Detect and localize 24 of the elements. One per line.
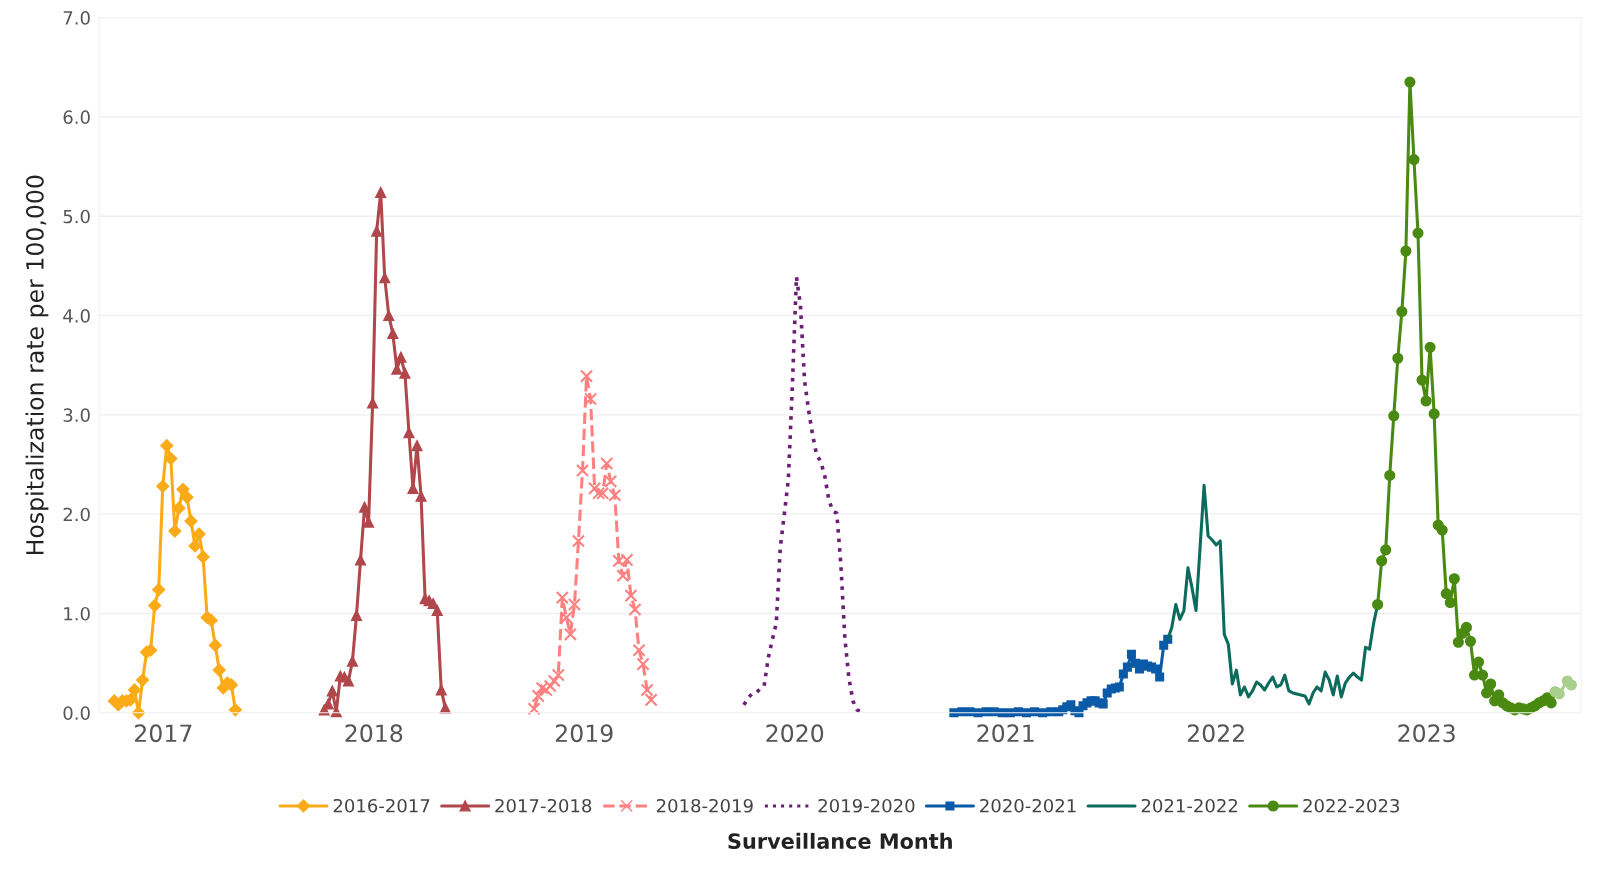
y-axis-title: Hospitalization rate per 100,000 <box>25 175 49 555</box>
x-axis-title: Surveillance Month <box>728 832 952 849</box>
y-tick-label: 7.0 <box>63 11 90 25</box>
legend-label: 2018-2019 <box>656 798 753 813</box>
y-tick-label: 3.0 <box>63 408 90 422</box>
x-tick-label: 2018 <box>345 724 403 743</box>
y-tick-label: 6.0 <box>63 110 90 125</box>
x-tick-label: 2020 <box>766 724 824 743</box>
y-tick-label: 0.0 <box>63 706 90 720</box>
x-tick-label: 2017 <box>135 724 192 743</box>
legend-label: 2017-2018 <box>495 798 592 813</box>
y-tick-label: 1.0 <box>64 606 90 621</box>
y-tick-label: 2.0 <box>63 507 90 522</box>
legend-label: 2020-2021 <box>980 798 1076 813</box>
legend-label: 2019-2020 <box>818 798 915 813</box>
x-tick-label: 2022 <box>1187 724 1244 743</box>
legend-label: 2016-2017 <box>333 798 430 813</box>
x-tick-label: 2021 <box>977 724 1034 743</box>
y-tick-label: 5.0 <box>63 209 90 224</box>
y-tick-label: 4.0 <box>63 309 90 323</box>
x-tick-label: 2023 <box>1398 724 1455 743</box>
x-tick-label: 2019 <box>555 724 613 743</box>
legend-label: 2021-2022 <box>1141 798 1238 813</box>
legend-label: 2022-2023 <box>1303 798 1400 813</box>
